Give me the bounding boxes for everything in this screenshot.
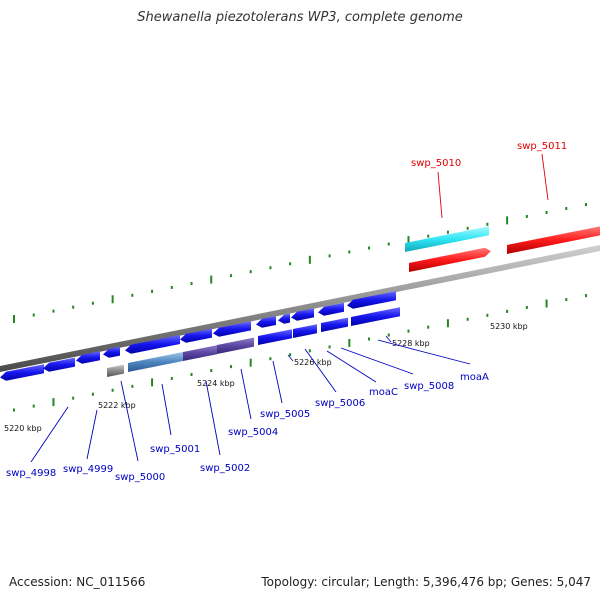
tick-label: 5224 kbp (197, 379, 235, 388)
tick-label: 5230 kbp (490, 322, 528, 331)
label-leader (30, 406, 69, 463)
upper-scale-dots (13, 203, 587, 323)
gene-moaC-a (318, 302, 344, 316)
gene-swp_5008a (347, 291, 396, 309)
gene-label: swp_4999 (63, 464, 113, 475)
gene-swp_5006a (291, 308, 314, 321)
gene-swp_5000 (107, 364, 124, 377)
gene-features (0, 226, 600, 381)
gene-swp_5006 (293, 324, 317, 338)
tick-label: 5228 kbp (392, 339, 430, 348)
label-leader (437, 171, 443, 219)
label-leader (205, 380, 221, 456)
gene-label: swp_4998 (6, 468, 56, 479)
tick-label: 5220 kbp (4, 424, 42, 433)
gene-swp_5010-cyan (405, 226, 489, 252)
gene-swp_5001 (128, 352, 183, 372)
label-leader (272, 360, 283, 404)
map-title: Shewanella piezotolerans WP3, complete g… (137, 10, 463, 25)
genome-axis (0, 245, 600, 372)
gene-label: swp_5002 (200, 463, 250, 474)
gene-swp_5001a (125, 335, 180, 354)
label-leader (86, 409, 98, 460)
gene-label: moaA (460, 372, 489, 383)
tick-labels: 5220 kbp 5222 kbp 5224 kbp 5226 kbp 5228 kbp… (4, 322, 528, 433)
gene-label: swp_5008 (404, 381, 454, 392)
label-leader (340, 347, 414, 375)
gene-swp_5002 (183, 345, 217, 361)
gene-label: swp_5001 (150, 444, 200, 455)
gene-swp_5011 (507, 226, 600, 254)
label-leader (304, 348, 337, 393)
gene-label: swp_5005 (260, 409, 310, 420)
label-leader (541, 153, 549, 201)
gene-swp_4998b (43, 357, 75, 372)
label-leader (240, 368, 252, 420)
gene-swp_4999 (76, 351, 100, 364)
genome-summary-text: Topology: circular; Length: 5,396,476 bp… (261, 575, 591, 589)
gene-label: moaC (369, 387, 398, 398)
label-leader (120, 380, 139, 462)
gene-swp_5004 (217, 337, 254, 354)
gene-swp_4998 (0, 364, 44, 381)
tick-label: 5222 kbp (98, 401, 136, 410)
gene-swp_5005b (278, 313, 290, 324)
accession-text: Accession: NC_011566 (9, 575, 146, 589)
tick-leader (385, 335, 392, 343)
label-leader (326, 350, 377, 383)
gene-swp_5008 (351, 307, 400, 326)
gene-swp_5005a (256, 316, 276, 328)
gene-label: swp_5006 (315, 398, 365, 409)
gene-swp_5010 (409, 247, 491, 272)
gene-swp_5000a (103, 346, 120, 358)
gene-label: swp_5011 (517, 141, 567, 152)
gene-label: swp_5010 (411, 158, 461, 169)
gene-label: swp_5000 (115, 472, 165, 483)
tick-leader (287, 354, 294, 362)
gene-swp_5005 (258, 329, 292, 345)
gene-label: swp_5004 (228, 427, 278, 438)
label-leader (377, 339, 471, 365)
tick-label: 5226 kbp (294, 358, 332, 367)
gene-swp_5004a (213, 321, 251, 337)
lower-scale-dots (13, 294, 587, 412)
label-leader (161, 383, 172, 436)
gene-moaC (321, 317, 348, 332)
gene-swp_5002a (180, 328, 212, 343)
